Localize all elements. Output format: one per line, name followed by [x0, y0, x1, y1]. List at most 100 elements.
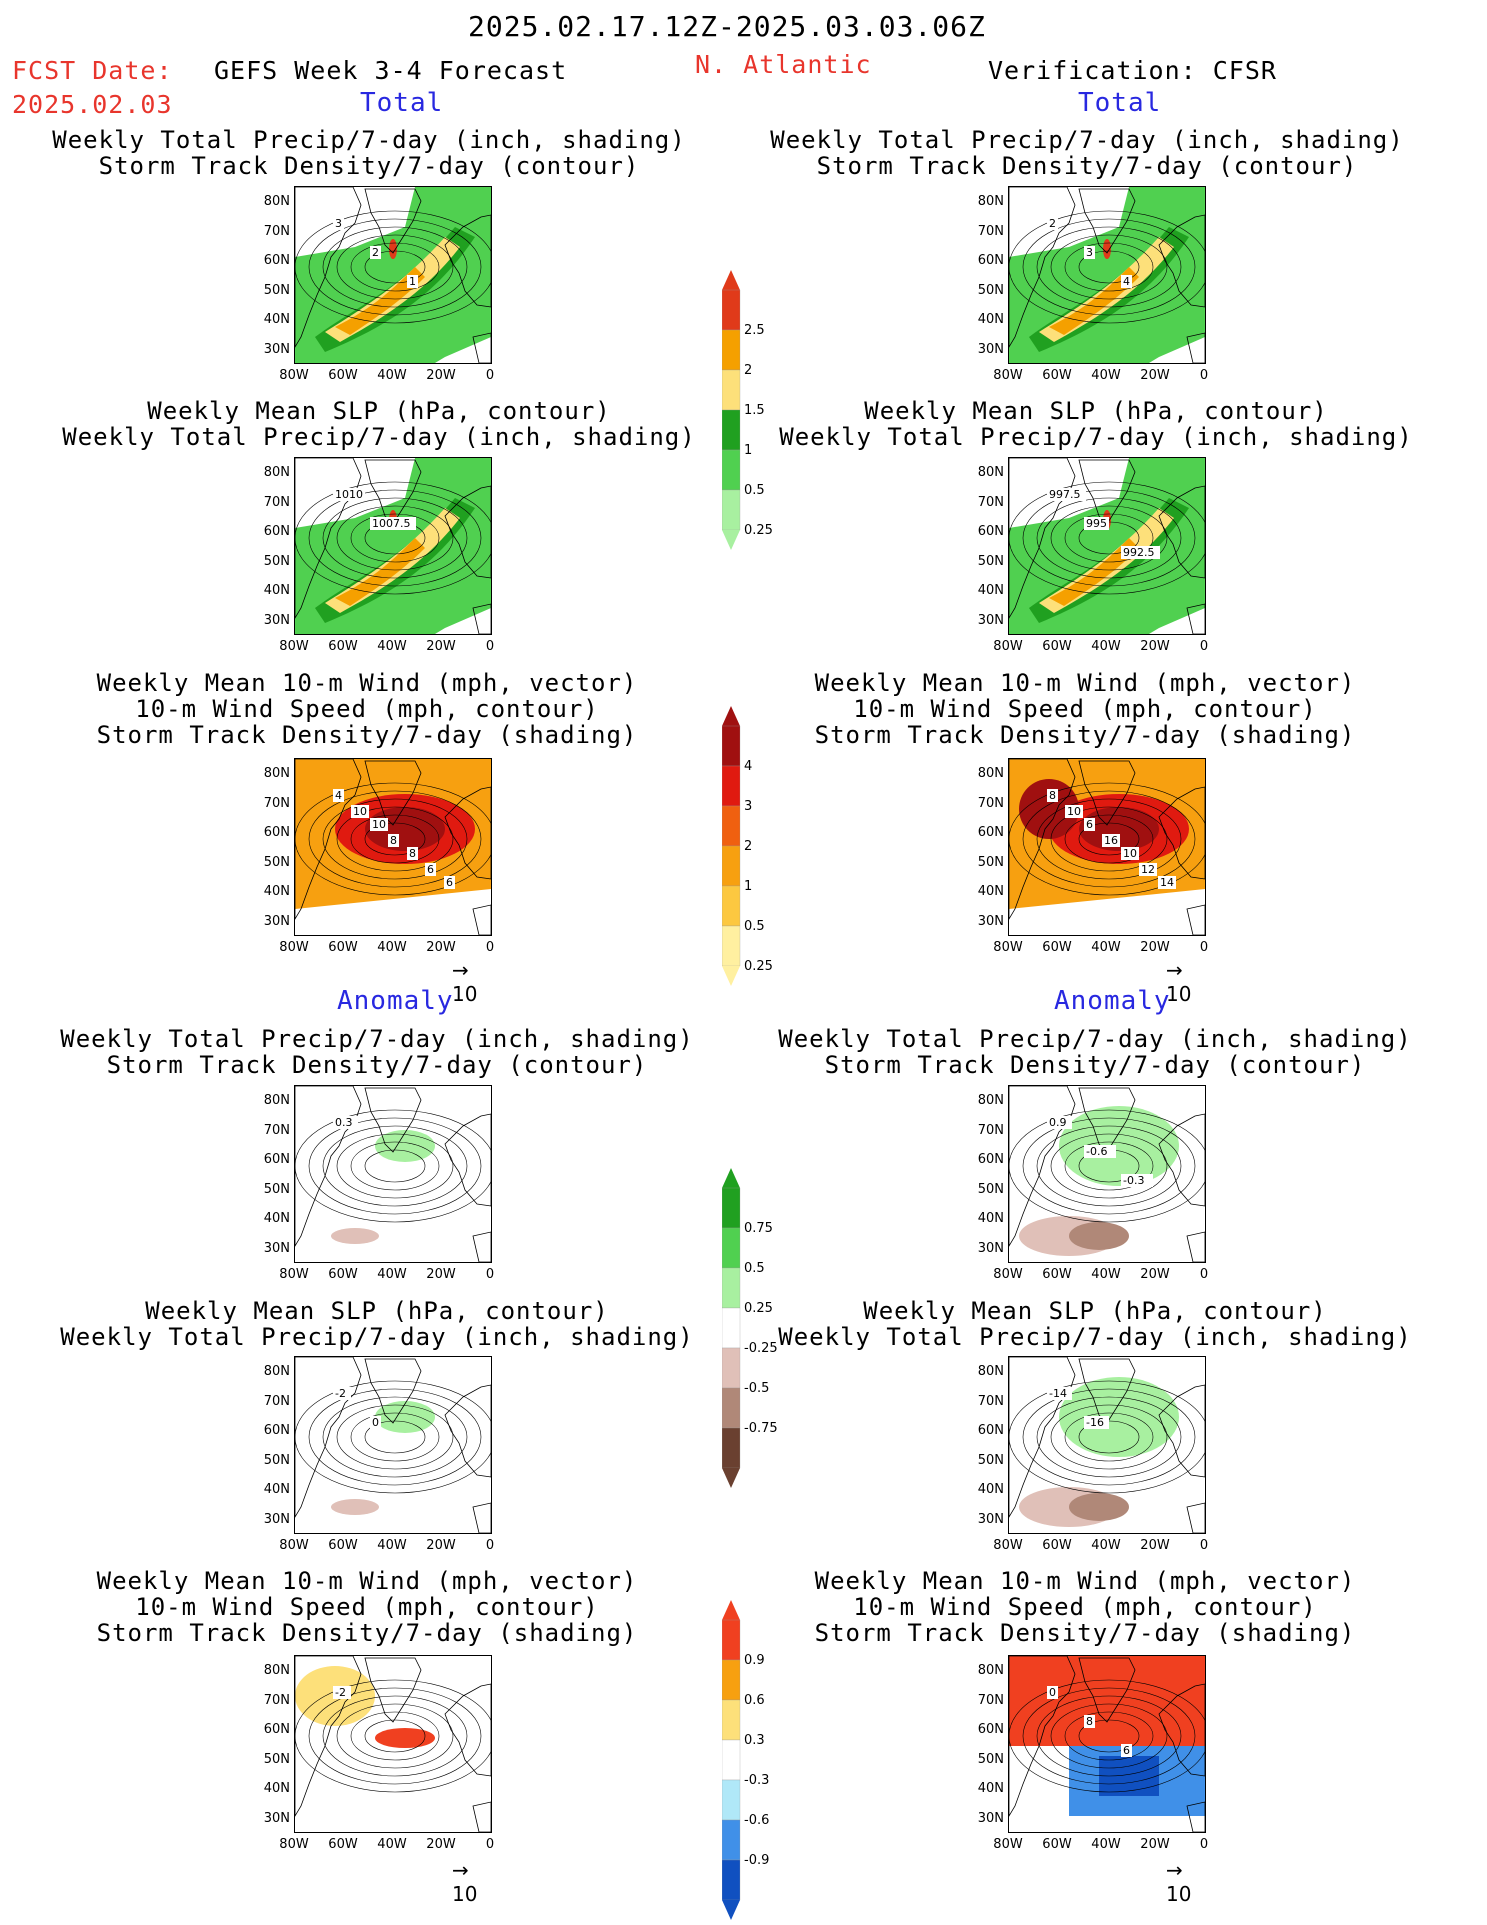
colorbar-segment	[721, 1427, 741, 1469]
lat-tick-label: 80N	[263, 465, 290, 480]
title-fc-an-precip: Weekly Total Precip/7-day (inch, shading…	[60, 1025, 694, 1079]
map-fc-an-wind: -2	[294, 1655, 492, 1833]
lat-tick-label: 70N	[977, 1122, 1004, 1138]
lat-tick-label: 40N	[263, 312, 290, 327]
lat-tick-label: 80N	[263, 1093, 290, 1108]
colorbar-bottom-arrow	[722, 966, 740, 986]
colorbar-label: 4	[744, 759, 752, 774]
colorbar-segment	[721, 1187, 741, 1229]
colorbar-label: 1	[744, 443, 752, 458]
colorbar-label: 0.3	[744, 1733, 765, 1748]
lat-tick-label: 40N	[263, 1211, 290, 1226]
vector-ref-vf-an: → 10	[1166, 1858, 1192, 1906]
lat-tick-label: 80N	[977, 766, 1004, 781]
lon-tick-label: 80W	[993, 639, 1023, 654]
contour-label: 0	[1049, 1686, 1056, 1699]
lat-tick-label: 80N	[977, 194, 1004, 209]
lat-tick-label: 60N	[977, 1423, 1004, 1438]
lat-tick-label: 40N	[263, 1781, 290, 1796]
lat-tick-label: 50N	[977, 553, 1004, 569]
lat-tick-label: 70N	[263, 795, 290, 811]
lon-tick-label: 40W	[1091, 940, 1121, 955]
colorbar-label: 3	[744, 799, 752, 814]
title-vf-an-slp: Weekly Mean SLP (hPa, contour) Weekly Tot…	[778, 1297, 1412, 1351]
contour-label: 992.5	[1123, 546, 1155, 559]
colorbar-label: 0.5	[744, 919, 765, 934]
lon-tick-label: 40W	[1091, 368, 1121, 383]
contour-label: 1007.5	[372, 517, 411, 530]
lon-tick-label: 0	[485, 1837, 495, 1852]
lat-tick-label: 80N	[977, 1364, 1004, 1379]
lon-tick-label: 40W	[1091, 639, 1121, 654]
lon-tick-label: 60W	[328, 1837, 358, 1852]
lat-tick-label: 70N	[263, 223, 290, 239]
colorbar-segment	[721, 885, 741, 927]
colorbar-label: 0.9	[744, 1653, 765, 1668]
colorbar-top-arrow	[722, 1600, 740, 1620]
lon-tick-label: 60W	[328, 1538, 358, 1553]
lon-tick-label: 80W	[993, 940, 1023, 955]
lon-tick-label: 40W	[377, 1837, 407, 1852]
lat-tick-label: 80N	[977, 1663, 1004, 1678]
colorbar-segment	[721, 1739, 741, 1781]
colorbar-label: 0.75	[744, 1221, 773, 1236]
colorbar-label: 2	[744, 839, 752, 854]
date-range-title: 2025.02.17.12Z-2025.03.03.06Z	[468, 10, 986, 43]
lon-tick-label: 20W	[426, 1538, 456, 1553]
colorbar-segment	[721, 765, 741, 807]
title-vf-an-precip: Weekly Total Precip/7-day (inch, shading…	[778, 1025, 1412, 1079]
contour-label: -2	[335, 1686, 346, 1699]
lon-tick-label: 40W	[1091, 1538, 1121, 1553]
lat-tick-label: 60N	[977, 253, 1004, 268]
lon-tick-label: 0	[1199, 1837, 1209, 1852]
lon-tick-label: 20W	[1140, 368, 1170, 383]
contour-label: 10	[372, 818, 386, 831]
title-fc-tot-wind: Weekly Mean 10-m Wind (mph, vector) 10-m …	[96, 669, 638, 749]
lat-tick-label: 50N	[263, 1751, 290, 1767]
lon-tick-label: 20W	[1140, 639, 1170, 654]
lat-tick-label: 50N	[977, 1751, 1004, 1767]
colorbar-label: 0.25	[744, 1301, 773, 1316]
colorbar-label: 1.5	[744, 403, 765, 418]
lon-tick-label: 80W	[279, 1538, 309, 1553]
contour-label: 8	[1049, 789, 1056, 802]
contour-label: 0	[372, 1416, 379, 1429]
contour-label: 8	[409, 847, 416, 860]
lat-tick-label: 40N	[977, 1781, 1004, 1796]
map-canvas: -14 -16	[1009, 1357, 1205, 1533]
region-title: N. Atlantic	[695, 50, 872, 79]
colorbar-label: -0.3	[744, 1773, 769, 1788]
lat-tick-label: 30N	[263, 1511, 290, 1527]
colorbar-label: 2	[744, 363, 752, 378]
section-total-right: Total	[1078, 88, 1162, 118]
lat-tick-label: 30N	[263, 1240, 290, 1256]
lat-tick-label: 60N	[977, 524, 1004, 539]
contour-label: -14	[1049, 1387, 1067, 1400]
contour-label: 2	[372, 246, 379, 259]
contour-label: 2	[1049, 217, 1056, 230]
lat-tick-label: 60N	[977, 825, 1004, 840]
map-canvas: 0.3	[295, 1086, 491, 1262]
lat-tick-label: 50N	[977, 854, 1004, 870]
colorbar-bottom-arrow	[722, 1900, 740, 1920]
lat-tick-label: 60N	[977, 1722, 1004, 1737]
colorbar-label: -0.5	[744, 1381, 769, 1396]
map-canvas: 2 3 4	[1009, 187, 1205, 363]
lat-tick-label: 60N	[263, 1152, 290, 1167]
contour-label: 8	[390, 834, 397, 847]
colorbar-label: 0.25	[744, 959, 773, 974]
lat-tick-label: 30N	[263, 1810, 290, 1826]
contour-label: 4	[335, 789, 342, 802]
lon-tick-label: 20W	[1140, 1538, 1170, 1553]
colorbar-segment	[721, 1819, 741, 1861]
lat-tick-label: 70N	[977, 795, 1004, 811]
lon-tick-label: 0	[485, 639, 495, 654]
contour-label: -16	[1086, 1416, 1104, 1429]
colorbar-segment	[721, 725, 741, 767]
colorbar-segment	[721, 289, 741, 331]
lon-tick-label: 20W	[1140, 940, 1170, 955]
vector-ref-fc-tot: → 10	[452, 958, 478, 1006]
lon-tick-label: 0	[485, 1267, 495, 1282]
title-vf-tot-precip: Weekly Total Precip/7-day (inch, shading…	[770, 126, 1404, 180]
lon-tick-label: 60W	[1042, 1837, 1072, 1852]
